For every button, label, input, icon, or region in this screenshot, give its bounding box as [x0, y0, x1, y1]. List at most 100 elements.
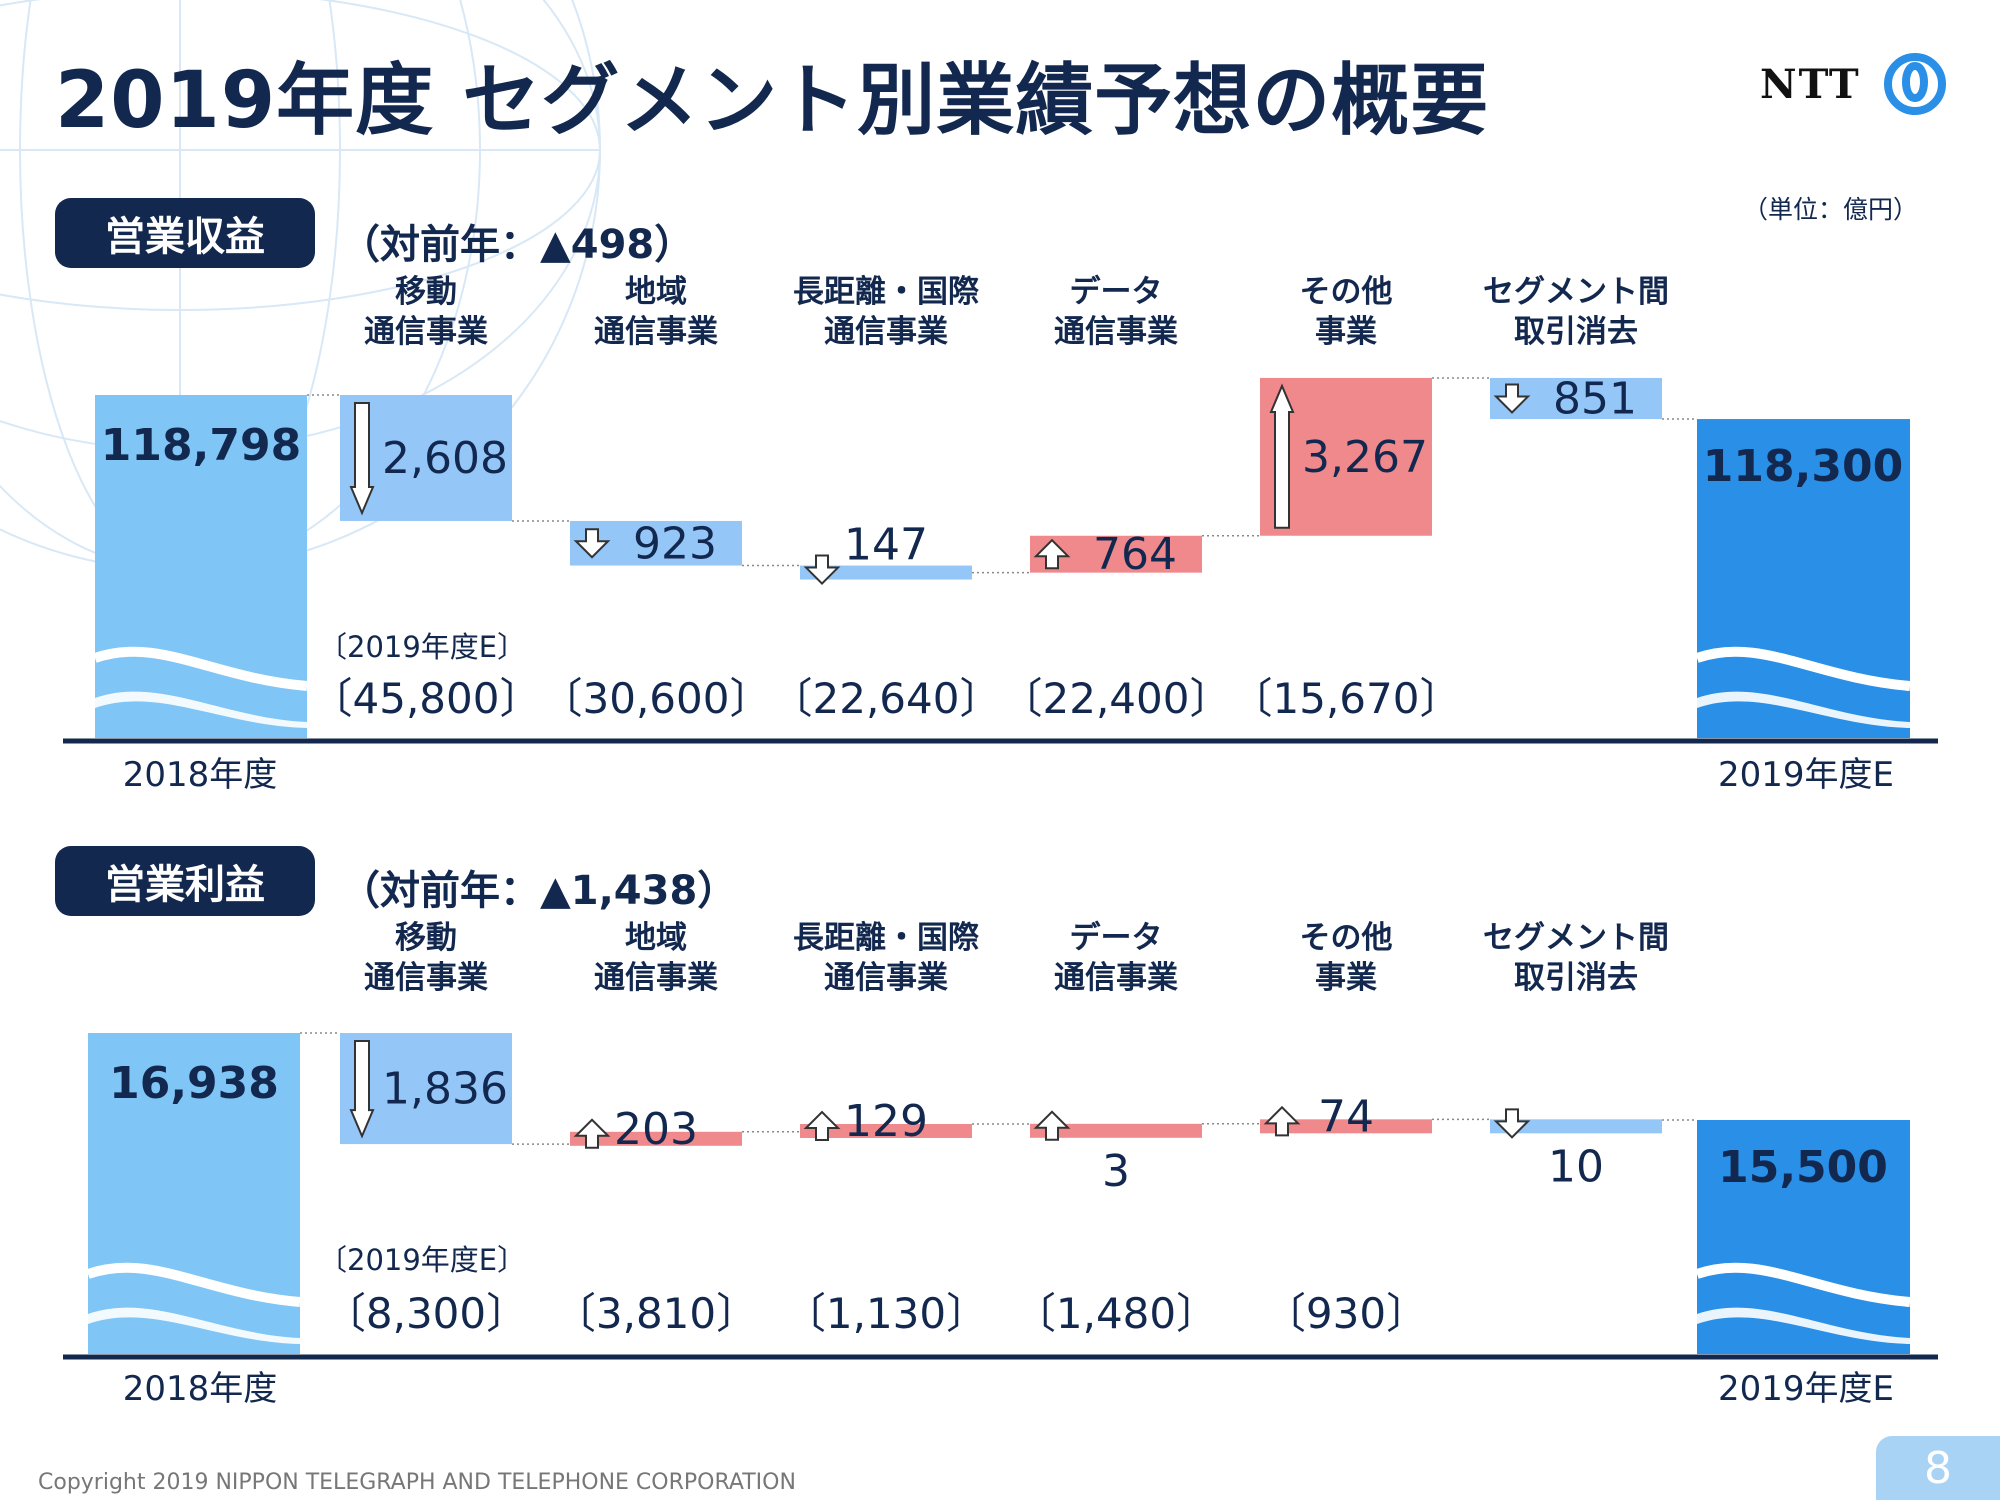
arrow-up-icon: [1033, 1110, 1071, 1141]
segment-value: 923: [633, 518, 717, 569]
start-total-value: 118,798: [101, 420, 301, 471]
end-total-value: 15,500: [1718, 1142, 1888, 1193]
start-year-label: 2018年度: [123, 1369, 278, 1409]
arrow-up-icon: [803, 1110, 841, 1141]
segment-header-line1: セグメント間: [1483, 274, 1669, 310]
segment-header-line1: 地域: [625, 920, 687, 956]
segment-bar: [1030, 1123, 1202, 1138]
segment-header-line2: 取引消去: [1514, 960, 1638, 996]
segment-header-line2: 通信事業: [364, 314, 488, 350]
segment-header: その他 事業: [1231, 918, 1461, 998]
segment-header-line2: 事業: [1315, 314, 1377, 350]
segment-header-line2: 通信事業: [1054, 314, 1178, 350]
segment-header-line2: 取引消去: [1514, 314, 1638, 350]
segment-forecast: 〔8,300〕: [324, 1289, 528, 1338]
yoy-change-revenue: （対前年：▲498）: [340, 222, 695, 268]
segment-header: 地域 通信事業: [541, 918, 771, 998]
segment-value: 74: [1318, 1091, 1374, 1142]
segment-value: 3,267: [1302, 432, 1428, 483]
waterfall-chart-profit: 16,938 15,500 1,836 〔8,300〕 203 〔3,810〕 129 〔1,…: [63, 1032, 1938, 1409]
segment-forecast: 〔930〕: [1264, 1289, 1428, 1338]
total-bar-wave: [1695, 1262, 1911, 1307]
logo-text: NTT: [1760, 60, 1861, 108]
segment-header: セグメント間 取引消去: [1461, 918, 1691, 998]
segment-forecast: 〔1,130〕: [784, 1289, 988, 1338]
ntt-logo-mark-icon: [1883, 53, 1946, 115]
page-title: 2019年度 セグメント別業績予想の概要: [55, 56, 1490, 146]
segment-header-line1: 地域: [625, 274, 687, 310]
segment-header-line2: 通信事業: [364, 960, 488, 996]
arrow-down-icon: [349, 1040, 375, 1139]
segment-forecast: 〔3,810〕: [554, 1289, 758, 1338]
segment-header: 移動 通信事業: [311, 918, 541, 998]
segment-forecast: 〔22,400〕: [1001, 674, 1232, 723]
segment-bar: [800, 1123, 972, 1138]
arrow-up-icon: [1269, 383, 1295, 529]
segment-header: 長距離・国際 通信事業: [771, 272, 1001, 352]
arrow-up-icon: [573, 1118, 611, 1149]
arrow-up-icon: [1263, 1105, 1301, 1137]
segment-value: 10: [1548, 1141, 1604, 1192]
total-bar-wave-lower: [95, 691, 307, 728]
start-year-label: 2018年度: [123, 755, 278, 795]
waterfall-chart-revenue: 118,798 118,300 2,608 〔45,800〕 923 〔30,600〕 14…: [63, 374, 1938, 795]
arrow-down-icon: [1493, 1108, 1531, 1139]
segment-header-line1: その他: [1299, 274, 1393, 310]
section-label-profit: 営業利益: [55, 846, 315, 916]
segment-header: 地域 通信事業: [541, 272, 771, 352]
segment-header-line1: 移動: [395, 920, 457, 956]
segment-header-line2: 通信事業: [1054, 960, 1178, 996]
segment-header-line1: 長距離・国際: [793, 920, 979, 956]
segment-forecast: 〔22,640〕: [771, 674, 1002, 723]
copyright-text: Copyright 2019 NIPPON TELEGRAPH AND TELE…: [38, 1470, 796, 1495]
segment-header: データ 通信事業: [1001, 918, 1231, 998]
segment-forecast: 〔45,800〕: [311, 674, 542, 723]
segment-header-line2: 通信事業: [824, 314, 948, 350]
forecast-caption: 〔2019年度E〕: [318, 1243, 526, 1277]
segment-header: 移動 通信事業: [311, 272, 541, 352]
total-bar-wave: [93, 646, 308, 691]
section-label-revenue: 営業収益: [55, 198, 315, 268]
arrow-down-icon: [573, 528, 611, 559]
segment-header-line2: 事業: [1315, 960, 1377, 996]
segment-header: セグメント間 取引消去: [1461, 272, 1691, 352]
total-bar-wave-lower: [88, 1307, 300, 1344]
end-year-label: 2019年度E: [1718, 1369, 1894, 1409]
segment-header-line1: 移動: [395, 274, 457, 310]
segment-bar: [1490, 1119, 1662, 1134]
segment-value: 1,836: [382, 1064, 508, 1115]
segment-value: 851: [1553, 374, 1637, 425]
segment-value: 764: [1093, 529, 1177, 580]
end-year-label: 2019年度E: [1718, 755, 1894, 795]
segment-bar: [800, 565, 972, 580]
segment-header: データ 通信事業: [1001, 272, 1231, 352]
start-total-value: 16,938: [109, 1058, 279, 1109]
segment-value: 3: [1102, 1146, 1130, 1197]
forecast-caption: 〔2019年度E〕: [318, 630, 526, 664]
segment-header-line2: 通信事業: [594, 314, 718, 350]
segment-header-line1: その他: [1299, 920, 1393, 956]
arrow-down-icon: [349, 402, 375, 516]
segment-header-line2: 通信事業: [594, 960, 718, 996]
segment-value: 2,608: [382, 433, 508, 484]
segment-header: その他 事業: [1231, 272, 1461, 352]
segment-header-line2: 通信事業: [824, 960, 948, 996]
arrow-down-icon: [1493, 383, 1531, 414]
total-bar-wave-lower: [1697, 1307, 1910, 1344]
segment-value: 129: [844, 1096, 928, 1147]
segment-bar: [1260, 1119, 1432, 1134]
segment-header-line1: データ: [1069, 274, 1163, 310]
segment-header-line1: セグメント間: [1483, 920, 1669, 956]
segment-header-line1: データ: [1069, 920, 1163, 956]
arrow-up-icon: [1033, 538, 1071, 570]
arrow-down-icon: [803, 554, 841, 585]
segment-header: 長距離・国際 通信事業: [771, 918, 1001, 998]
segment-value: 147: [844, 520, 928, 571]
segment-value: 203: [614, 1104, 698, 1155]
page-number: 8: [1876, 1436, 2000, 1500]
segment-forecast: 〔30,600〕: [541, 674, 772, 723]
yoy-change-profit: （対前年：▲1,438）: [340, 868, 738, 914]
total-bar-wave-lower: [1697, 691, 1910, 728]
total-bar-wave: [1695, 646, 1911, 691]
segment-forecast: 〔15,670〕: [1231, 674, 1462, 723]
